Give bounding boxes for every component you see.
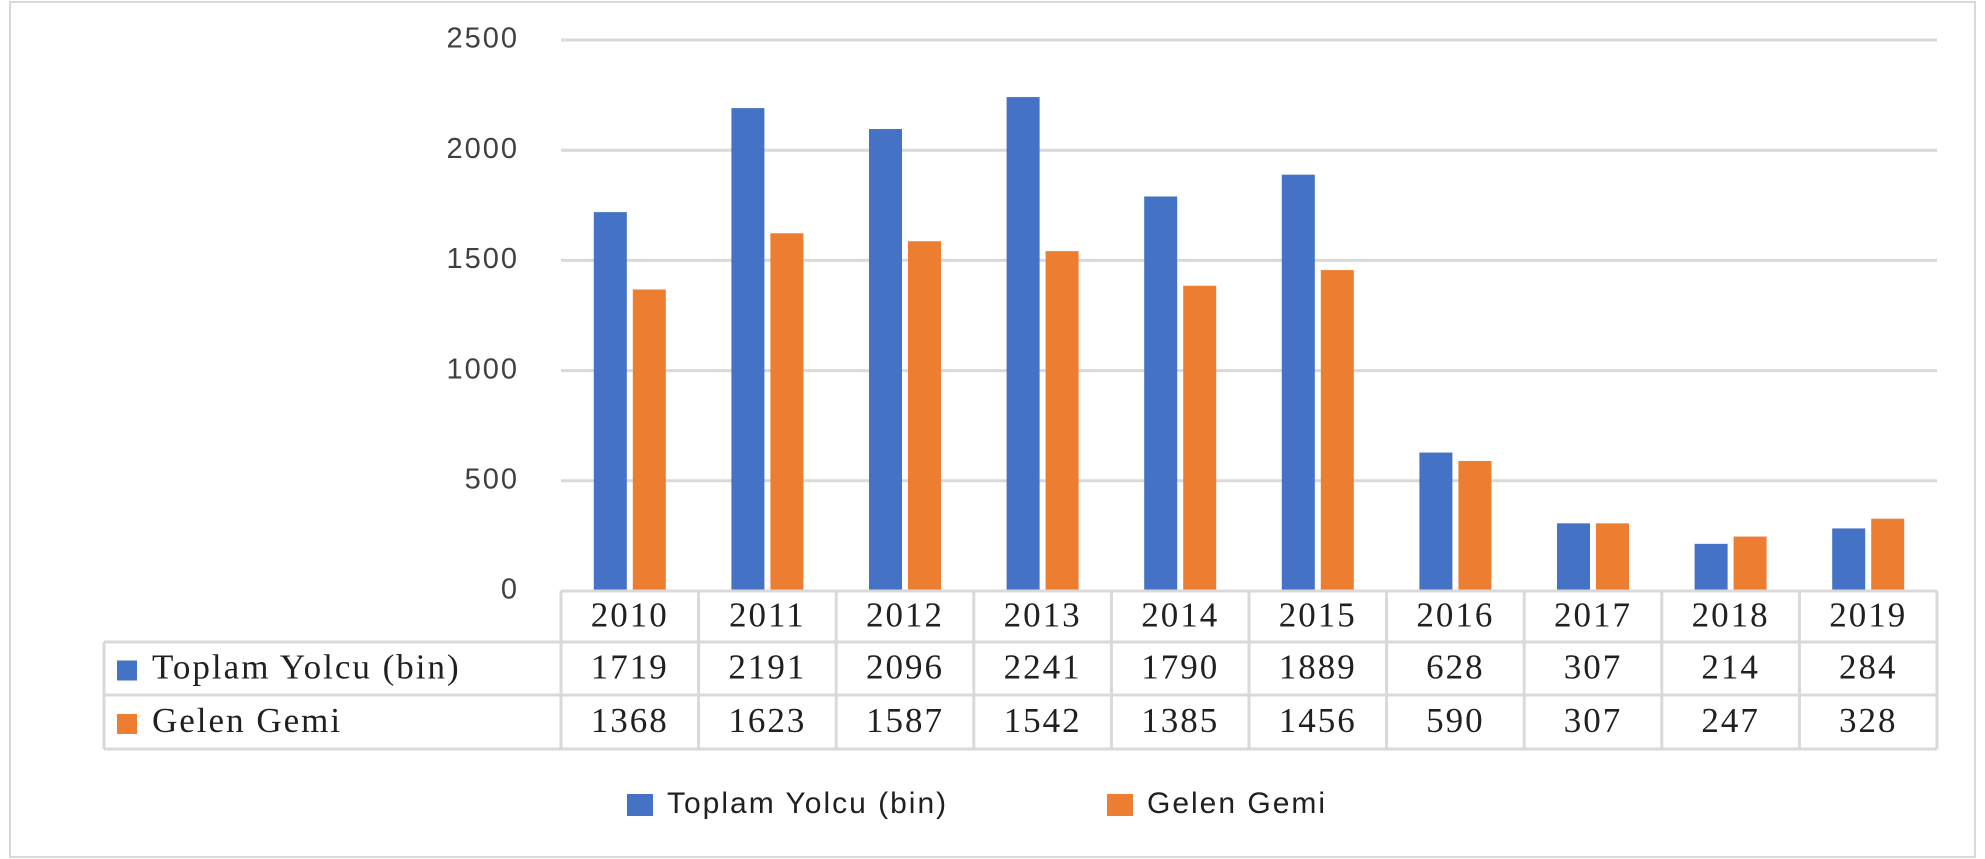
table-cell: 2241 bbox=[1004, 648, 1082, 687]
bar bbox=[1557, 523, 1590, 591]
bar bbox=[1320, 270, 1354, 591]
x-tick-label: 2014 bbox=[1141, 596, 1219, 635]
table-cell: 1542 bbox=[1004, 701, 1082, 740]
bar bbox=[1733, 536, 1767, 591]
legend-swatch bbox=[117, 714, 137, 734]
table-cell: 307 bbox=[1564, 701, 1623, 740]
bar bbox=[1458, 460, 1492, 591]
bar bbox=[1281, 174, 1315, 591]
legend-swatch bbox=[627, 794, 653, 816]
bar bbox=[1871, 518, 1905, 591]
table-cell: 247 bbox=[1701, 701, 1760, 740]
bar bbox=[1144, 196, 1178, 591]
table-cell: 284 bbox=[1839, 648, 1898, 687]
legend-swatch bbox=[117, 660, 137, 681]
table-cell: 1456 bbox=[1279, 701, 1357, 740]
x-tick-label: 2018 bbox=[1692, 596, 1770, 635]
bar bbox=[1419, 452, 1453, 591]
legend-label: Gelen Gemi bbox=[1147, 787, 1327, 820]
bar bbox=[731, 108, 765, 591]
table-cell: 1368 bbox=[591, 701, 669, 740]
table-cell: 2191 bbox=[728, 648, 806, 687]
table-cell: 214 bbox=[1701, 648, 1760, 687]
x-tick-label: 2012 bbox=[866, 596, 944, 635]
bar bbox=[1694, 543, 1728, 591]
x-tick-label: 2017 bbox=[1554, 596, 1632, 635]
legend-label: Toplam Yolcu (bin) bbox=[667, 787, 948, 820]
bar bbox=[770, 233, 804, 591]
x-tick-label: 2010 bbox=[591, 596, 669, 635]
y-tick-label: 500 bbox=[465, 463, 519, 495]
x-tick-label: 2011 bbox=[729, 596, 806, 635]
bar bbox=[1006, 97, 1040, 591]
y-tick-label: 2500 bbox=[446, 23, 519, 55]
y-tick-label: 1500 bbox=[446, 243, 519, 275]
table-cell: 1719 bbox=[591, 648, 669, 687]
bar bbox=[1045, 251, 1079, 592]
table-cell: 590 bbox=[1426, 701, 1485, 740]
bar bbox=[869, 129, 902, 591]
bar bbox=[1596, 523, 1629, 591]
chart-frame bbox=[9, 1, 1976, 858]
x-tick-label: 2016 bbox=[1416, 596, 1494, 635]
table-row-header: Toplam Yolcu (bin) bbox=[152, 648, 461, 687]
table-cell: 2096 bbox=[866, 648, 944, 687]
table-cell: 328 bbox=[1839, 701, 1898, 740]
table-cell: 1587 bbox=[866, 701, 944, 740]
table-cell: 307 bbox=[1564, 648, 1623, 687]
table-cell: 1385 bbox=[1141, 701, 1219, 740]
table-row-header: Gelen Gemi bbox=[152, 701, 342, 740]
y-tick-label: 2000 bbox=[446, 133, 519, 165]
y-tick-label: 1000 bbox=[446, 353, 519, 385]
bar bbox=[1832, 528, 1866, 591]
bar bbox=[593, 212, 627, 592]
bar bbox=[1183, 285, 1217, 591]
x-tick-label: 2015 bbox=[1279, 596, 1357, 635]
table-cell: 1623 bbox=[728, 701, 806, 740]
bar bbox=[908, 241, 941, 591]
table-cell: 1889 bbox=[1279, 648, 1357, 687]
x-tick-label: 2019 bbox=[1829, 596, 1907, 635]
y-tick-label: 0 bbox=[501, 574, 519, 606]
legend-swatch bbox=[1107, 794, 1133, 816]
x-tick-label: 2013 bbox=[1004, 596, 1082, 635]
bar bbox=[632, 289, 666, 591]
table-cell: 628 bbox=[1426, 648, 1485, 687]
table-cell: 1790 bbox=[1141, 648, 1219, 687]
